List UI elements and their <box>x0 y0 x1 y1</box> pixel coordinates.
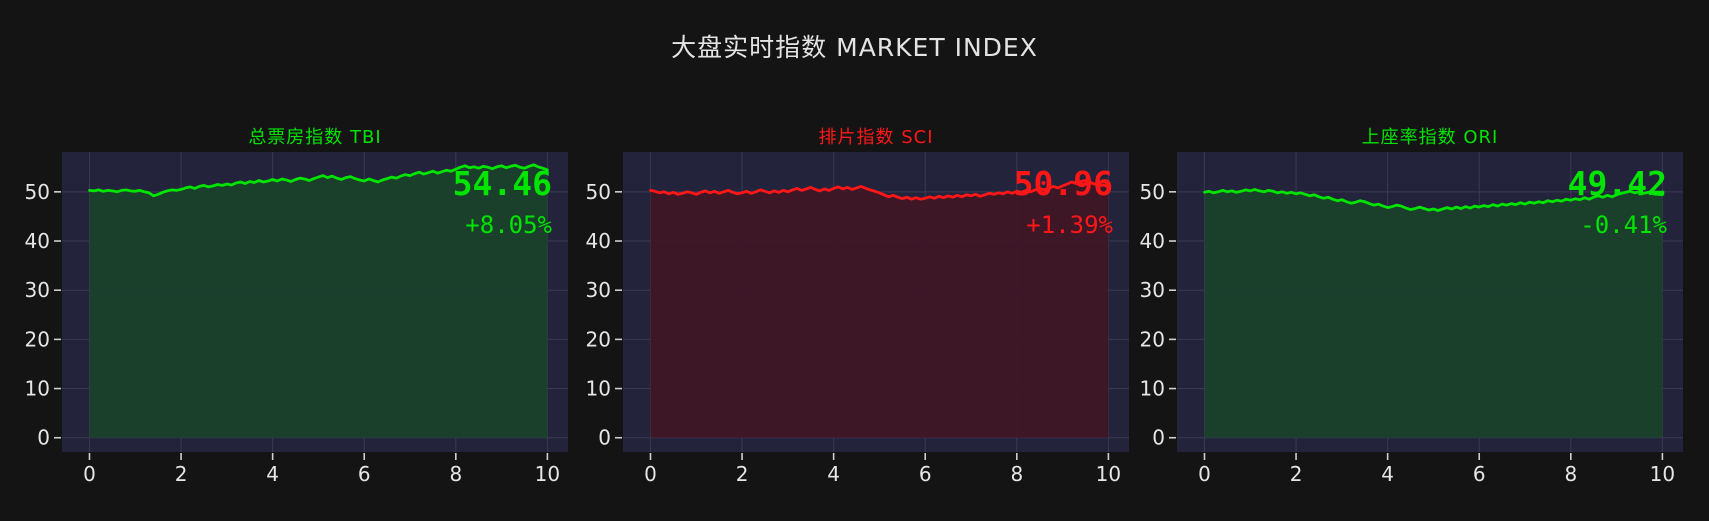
x-tick-label: 10 <box>1650 462 1675 486</box>
x-tick-label: 2 <box>175 462 188 486</box>
x-tick-label: 6 <box>1473 462 1486 486</box>
series-area-fill <box>650 180 1109 438</box>
y-tick-label: 40 <box>586 229 611 253</box>
x-tick-label: 8 <box>1564 462 1577 486</box>
current-value-label: 50.96 <box>1014 164 1113 203</box>
chart-title: 排片指数 SCI <box>818 127 934 148</box>
x-tick-label: 4 <box>266 462 279 486</box>
x-tick-label: 10 <box>1096 462 1121 486</box>
chart-plot: 0 2 4 6 8 10 0 10 20 30 40 50 50.96 +1.39% <box>586 152 1129 486</box>
change-percent-label: +1.39% <box>1026 211 1113 239</box>
y-tick-label: 10 <box>586 377 611 401</box>
x-tick-label: 6 <box>919 462 932 486</box>
x-tick-label: 8 <box>449 462 462 486</box>
chart-panel-2: 上座率指数 ORI 0 2 4 6 8 10 0 10 20 30 40 50 49.42 -0.41% <box>1133 118 1707 490</box>
y-tick-label: 40 <box>1140 229 1165 253</box>
change-percent-label: -0.41% <box>1580 211 1667 239</box>
x-tick-label: 10 <box>535 462 560 486</box>
series-line <box>1203 188 1664 212</box>
change-percent-label: +8.05% <box>465 211 552 239</box>
y-tick-label: 0 <box>37 426 50 450</box>
y-tick-label: 20 <box>586 327 611 351</box>
chart-title: 上座率指数 ORI <box>1361 127 1499 148</box>
y-tick-label: 30 <box>25 278 50 302</box>
x-tick-label: 4 <box>827 462 840 486</box>
y-tick-label: 30 <box>586 278 611 302</box>
series-line <box>649 179 1110 201</box>
x-tick-label: 0 <box>1198 462 1211 486</box>
current-value-label: 54.46 <box>453 164 552 203</box>
chart-title: 总票房指数 TBI <box>248 127 382 148</box>
y-tick-label: 10 <box>25 377 50 401</box>
current-value-label: 49.42 <box>1568 164 1667 203</box>
x-tick-label: 8 <box>1010 462 1023 486</box>
y-tick-label: 50 <box>586 180 611 204</box>
series-area-fill <box>89 164 548 438</box>
chart-plot: 0 2 4 6 8 10 0 10 20 30 40 50 49.42 -0.41% <box>1140 152 1683 486</box>
series-area-fill <box>1204 189 1663 438</box>
y-tick-label: 30 <box>1140 278 1165 302</box>
chart-plot: 0 2 4 6 8 10 0 10 20 30 40 50 54.46 +8.05% <box>25 152 568 486</box>
y-tick-label: 0 <box>1152 426 1165 450</box>
y-tick-label: 0 <box>598 426 611 450</box>
x-tick-label: 0 <box>644 462 657 486</box>
chart-panel-0: 总票房指数 TBI 0 2 4 6 8 10 0 10 20 30 40 50 54.46 +8.05% <box>18 118 592 490</box>
x-tick-label: 2 <box>1290 462 1303 486</box>
y-tick-label: 20 <box>1140 327 1165 351</box>
y-tick-label: 20 <box>25 327 50 351</box>
y-tick-label: 50 <box>1140 180 1165 204</box>
x-tick-label: 0 <box>83 462 96 486</box>
page-title: 大盘实时指数 MARKET INDEX <box>671 33 1038 62</box>
y-tick-label: 40 <box>25 229 50 253</box>
y-tick-label: 50 <box>25 180 50 204</box>
y-tick-label: 10 <box>1140 377 1165 401</box>
x-tick-label: 2 <box>736 462 749 486</box>
chart-panel-1: 排片指数 SCI 0 2 4 6 8 10 0 10 20 30 40 50 50.96 +1.39% <box>579 118 1153 490</box>
x-tick-label: 4 <box>1381 462 1394 486</box>
series-line <box>88 163 549 198</box>
x-tick-label: 6 <box>358 462 371 486</box>
